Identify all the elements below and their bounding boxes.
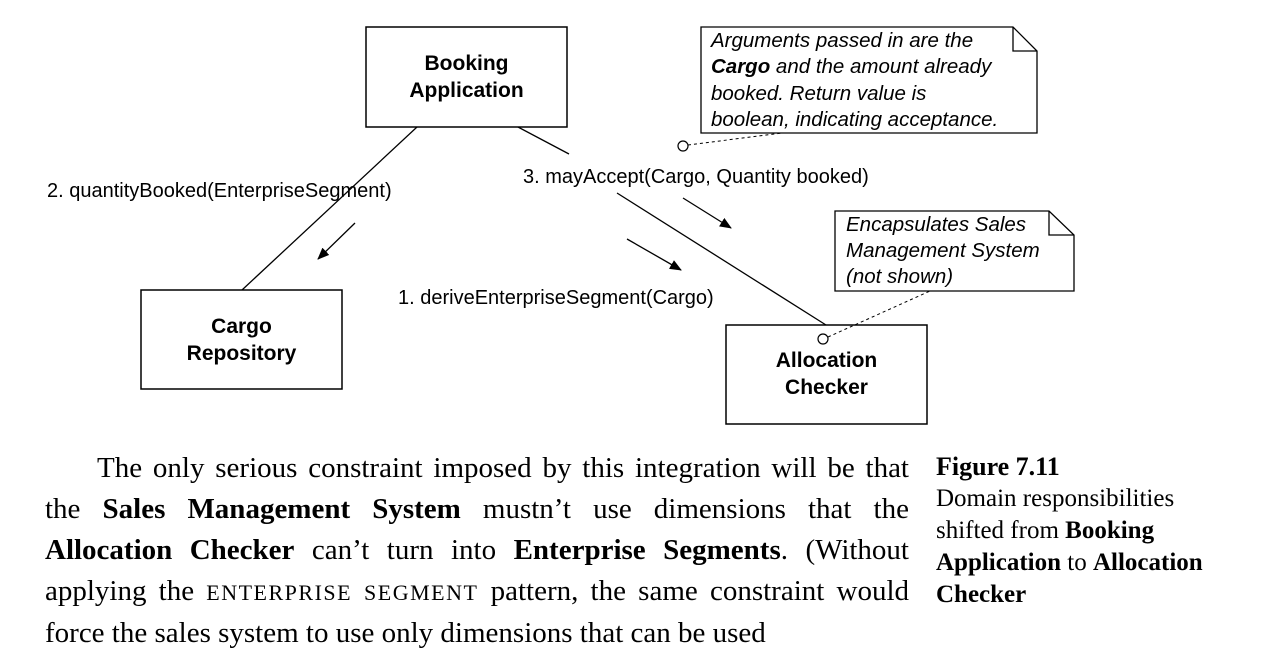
booking-application-label-line2: Application	[409, 79, 523, 102]
note-arguments-line4: boolean, indicating acceptance.	[711, 108, 998, 131]
message-label-quantity-booked: 2. quantityBooked(EnterpriseSegment)	[47, 180, 392, 202]
message-arrow-derive-enterprise-segment	[626, 238, 682, 271]
note-arguments-line3: booked. Return value is	[711, 82, 926, 105]
booking-application-object: Booking Application	[365, 26, 568, 128]
body-smallcaps-enterprise-segment: ENTERPRISE SEGMENT	[206, 580, 479, 605]
note-encapsulates-anchor	[817, 333, 829, 345]
note-encapsulates-line3: (not shown)	[846, 265, 953, 288]
body-bold-sales-management-system: Sales Management System	[102, 493, 461, 525]
message-label-derive-enterprise-segment: 1. deriveEnterpriseSegment(Cargo)	[398, 287, 714, 309]
body-text-1: The only serious constraint imposed by t…	[45, 452, 909, 525]
caption-text-2: to	[1061, 549, 1093, 576]
body-text-4: . (Without applying the	[45, 534, 909, 607]
cargo-repository-label-line1: Cargo	[211, 315, 272, 338]
body-text-3: can’t turn into	[294, 534, 514, 566]
body-paragraph: The only serious constraint imposed by t…	[45, 448, 909, 654]
figure-number: Figure 7.11	[936, 452, 1060, 481]
link-booking-allocation-checker-lower	[616, 192, 827, 326]
note-arguments-line2-rest: and the amount already	[770, 55, 993, 78]
message-arrow-quantity-booked	[317, 222, 356, 260]
body-bold-allocation-checker: Allocation Checker	[45, 534, 295, 566]
cargo-repository-label-line2: Repository	[187, 342, 297, 365]
note-encapsulates-line1: Encapsulates Sales	[846, 213, 1026, 236]
allocation-checker-label-line1: Allocation	[776, 349, 878, 372]
note-encapsulates-connector	[827, 290, 931, 338]
cargo-repository-object: Cargo Repository	[140, 289, 343, 390]
message-label-may-accept: 3. mayAccept(Cargo, Quantity booked)	[523, 166, 869, 188]
note-arguments-cargo-bold: Cargo	[711, 55, 770, 78]
caption-bold-allocation-checker: Allocation Checker	[936, 549, 1203, 608]
note-arguments-line1: Arguments passed in are the	[709, 29, 973, 52]
allocation-checker-label-line2: Checker	[785, 376, 868, 399]
link-booking-allocation-checker	[517, 126, 570, 155]
note-encapsulates: Encapsulates Sales Management System (no…	[834, 210, 1075, 292]
body-bold-enterprise-segments: Enterprise Segments	[513, 534, 781, 566]
body-text-2: mustn’t use dimensions that the	[460, 493, 909, 525]
message-arrow-may-accept	[682, 197, 732, 229]
link-booking-cargo-repository	[241, 126, 418, 291]
caption-bold-booking-application: Booking Application	[936, 517, 1155, 576]
collaboration-diagram: Booking Application Cargo Repository All…	[47, 26, 1075, 425]
booking-application-label-line1: Booking	[425, 52, 509, 75]
note-encapsulates-line2: Management System	[846, 239, 1040, 262]
figure-caption: Figure 7.11 Domain responsibilities shif…	[936, 451, 1236, 611]
note-arguments-connector	[687, 132, 783, 146]
note-arguments-anchor	[677, 140, 689, 152]
note-arguments-line2: Cargo and the amount already	[711, 55, 993, 78]
note-arguments: Arguments passed in are the Cargo and th…	[700, 26, 1038, 134]
caption-text-1: Domain responsibilities shifted from	[936, 485, 1175, 544]
